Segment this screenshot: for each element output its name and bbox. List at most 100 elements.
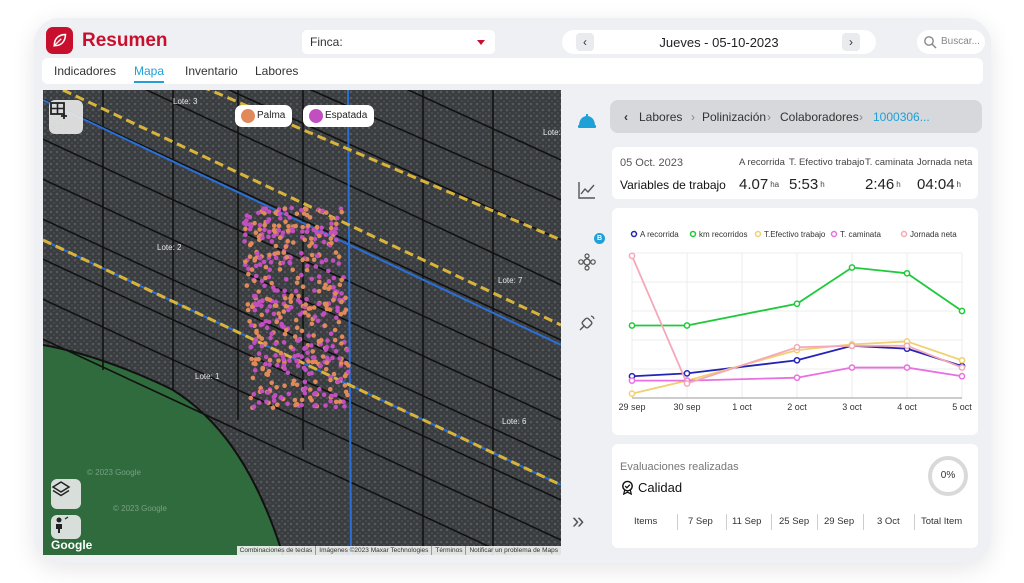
satellite-map[interactable]: Lote: 3 Lote: 2 Lote: 1 Lote: 7 Lote: 6 … bbox=[43, 90, 561, 555]
data-point[interactable] bbox=[683, 380, 691, 387]
sample-dot bbox=[324, 210, 329, 215]
tab-labores[interactable]: Labores bbox=[255, 64, 299, 78]
sample-dot bbox=[278, 216, 283, 221]
tab-indicadores[interactable]: Indicadores bbox=[54, 64, 117, 78]
data-point[interactable] bbox=[793, 343, 801, 351]
sample-dot bbox=[294, 401, 300, 407]
sample-dot bbox=[339, 334, 345, 339]
sample-dot bbox=[336, 261, 342, 266]
sample-dot bbox=[247, 214, 253, 220]
data-point[interactable] bbox=[848, 342, 856, 350]
sample-dot bbox=[246, 266, 251, 272]
data-point[interactable] bbox=[903, 269, 911, 277]
date-navigator: ‹ Jueves - 05-10-2023 › bbox=[562, 30, 876, 54]
sample-dot bbox=[282, 288, 287, 294]
sample-dot bbox=[259, 344, 265, 349]
breadcrumb-colaboradores[interactable]: Colaboradores bbox=[780, 110, 859, 124]
sample-dot bbox=[267, 362, 272, 367]
breadcrumb-labores[interactable]: Labores bbox=[639, 110, 683, 124]
sample-dot bbox=[266, 369, 272, 374]
chevron-left-icon: ‹ bbox=[583, 35, 587, 49]
data-point[interactable] bbox=[958, 372, 966, 380]
sample-dot bbox=[267, 357, 273, 363]
sample-dot bbox=[311, 305, 317, 310]
attrib-shortcuts[interactable]: Combinaciones de teclas bbox=[239, 547, 313, 554]
sample-dot bbox=[275, 402, 280, 408]
sample-dot bbox=[323, 232, 329, 237]
legend-espatada[interactable]: Espatada bbox=[303, 105, 375, 127]
data-point[interactable] bbox=[793, 356, 801, 364]
sample-dot bbox=[263, 361, 268, 367]
expand-panel-button[interactable]: » bbox=[572, 508, 584, 534]
map-canvas bbox=[43, 90, 561, 555]
legend-marker bbox=[630, 230, 638, 238]
legend-marker bbox=[900, 230, 908, 238]
sample-dot bbox=[316, 301, 322, 307]
breadcrumb-collaborator-id[interactable]: 1000306... bbox=[873, 110, 930, 124]
sample-dot bbox=[271, 311, 277, 317]
add-layer-button[interactable] bbox=[49, 100, 83, 134]
data-point[interactable] bbox=[903, 342, 911, 350]
data-point[interactable] bbox=[958, 356, 966, 364]
data-point[interactable] bbox=[793, 300, 801, 308]
data-point[interactable] bbox=[958, 307, 966, 315]
x-tick-label: 2 oct bbox=[787, 402, 807, 412]
google-logo: Google bbox=[51, 538, 93, 552]
worker-helmet-icon[interactable] bbox=[577, 111, 597, 131]
attrib-terms[interactable]: Términos bbox=[431, 546, 465, 555]
sample-dot bbox=[257, 262, 263, 267]
sample-dot bbox=[253, 230, 259, 235]
search-input[interactable]: Buscar... bbox=[917, 30, 985, 54]
sample-dot bbox=[339, 291, 344, 296]
breadcrumb-polinizacion[interactable]: Polinización bbox=[702, 110, 767, 124]
finca-select[interactable]: Finca: bbox=[302, 30, 495, 54]
metric-label-walk: T. caminata bbox=[865, 157, 914, 168]
tab-mapa[interactable]: Mapa bbox=[134, 64, 165, 83]
data-point[interactable] bbox=[628, 252, 636, 260]
next-date-button[interactable]: › bbox=[842, 33, 860, 51]
data-point[interactable] bbox=[848, 364, 856, 371]
sample-dot bbox=[277, 211, 282, 217]
sample-dot bbox=[328, 230, 334, 236]
sample-dot bbox=[271, 223, 277, 228]
data-point[interactable] bbox=[848, 264, 856, 271]
sample-dot bbox=[293, 288, 299, 294]
sample-dot bbox=[268, 335, 273, 341]
data-point[interactable] bbox=[903, 364, 911, 371]
sample-dot bbox=[265, 219, 271, 224]
sample-dot bbox=[257, 227, 262, 232]
data-point[interactable] bbox=[683, 322, 691, 329]
sample-dot bbox=[337, 356, 342, 361]
data-point[interactable] bbox=[628, 377, 636, 384]
legend-palma[interactable]: Palma bbox=[235, 105, 293, 127]
lote-label-1: Lote: 1 bbox=[195, 372, 220, 381]
sample-dot bbox=[248, 223, 254, 229]
top-header: Resumen Finca: ‹ Jueves - 05-10-2023 › B… bbox=[34, 18, 991, 62]
satellite-icon[interactable] bbox=[577, 313, 597, 333]
sample-dot bbox=[247, 242, 253, 248]
layers-button[interactable] bbox=[51, 479, 81, 509]
sample-dot bbox=[312, 288, 317, 293]
data-point[interactable] bbox=[628, 390, 636, 397]
street-view-button[interactable] bbox=[51, 515, 81, 539]
sample-dot bbox=[302, 237, 308, 243]
data-point[interactable] bbox=[628, 322, 636, 329]
tab-inventario[interactable]: Inventario bbox=[185, 64, 238, 78]
breadcrumb-separator-icon: › bbox=[691, 110, 695, 124]
sample-dot bbox=[338, 361, 344, 366]
sample-dot bbox=[281, 340, 287, 345]
data-point[interactable] bbox=[958, 364, 966, 371]
data-point[interactable] bbox=[793, 374, 801, 382]
people-network-icon[interactable] bbox=[577, 252, 597, 272]
sample-dot bbox=[269, 239, 275, 244]
legend-label: T.Efectivo trabajo bbox=[764, 230, 826, 239]
sample-dot bbox=[330, 344, 336, 349]
sample-dot bbox=[278, 315, 283, 320]
sample-dot bbox=[303, 302, 309, 307]
back-chevron-icon[interactable]: ‹ bbox=[624, 110, 628, 124]
attrib-report[interactable]: Notificar un problema de Maps bbox=[465, 546, 561, 555]
prev-date-button[interactable]: ‹ bbox=[576, 33, 594, 51]
sample-dot bbox=[339, 209, 345, 215]
trend-chart-icon[interactable] bbox=[577, 180, 597, 200]
data-point[interactable] bbox=[683, 370, 691, 377]
